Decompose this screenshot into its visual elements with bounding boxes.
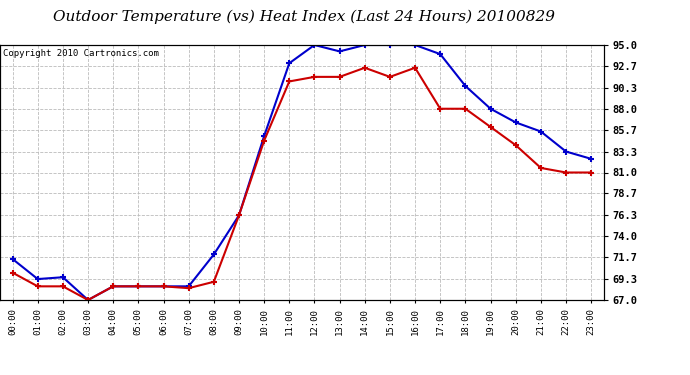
Text: Copyright 2010 Cartronics.com: Copyright 2010 Cartronics.com xyxy=(3,49,159,58)
Text: Outdoor Temperature (vs) Heat Index (Last 24 Hours) 20100829: Outdoor Temperature (vs) Heat Index (Las… xyxy=(52,9,555,24)
